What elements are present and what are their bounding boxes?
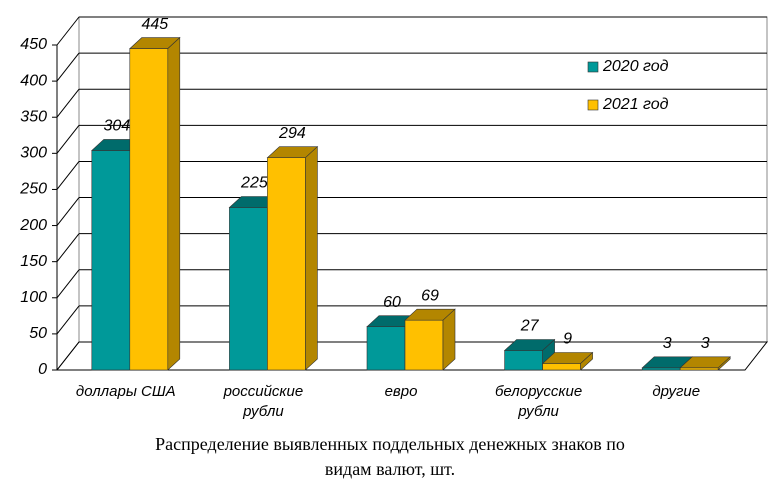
bar-side: [167, 36, 181, 371]
bar-front: [91, 150, 131, 371]
grid-line: [56, 305, 80, 335]
bar: [503, 338, 556, 371]
legend-label: 2020 год: [602, 58, 669, 75]
grid-line: [56, 16, 80, 46]
chart-title: Распределение выявленных поддельных дене…: [155, 434, 625, 479]
y-tick-label: 0: [38, 361, 47, 378]
bar-side: [717, 356, 731, 371]
value-label: 3: [663, 335, 672, 352]
grid-line: [56, 52, 80, 82]
x-tick-label: другие: [652, 383, 701, 400]
bar-front: [366, 326, 406, 371]
y-tick-label: 250: [19, 181, 47, 198]
y-tick-label: 300: [20, 145, 47, 162]
value-label: 9: [563, 331, 572, 348]
bar: [266, 145, 319, 371]
value-label: 3: [701, 335, 710, 352]
x-tick-label: евро: [384, 383, 418, 400]
bar: [541, 351, 594, 371]
bar: [129, 36, 181, 371]
y-tick-label: 200: [19, 217, 47, 234]
legend-label: 2021 год: [602, 96, 669, 113]
grid-line: [56, 161, 80, 190]
x-tick-label: белорусские рубли: [494, 383, 583, 420]
bar-side: [305, 145, 318, 371]
value-label: 304: [103, 118, 130, 135]
y-tick-label: 50: [29, 325, 47, 342]
y-tick-label: 350: [20, 108, 47, 125]
x-tick-label: доллары США: [75, 383, 176, 400]
bar-side: [580, 351, 593, 371]
y-tick-label: 400: [20, 72, 47, 89]
bar-front: [404, 319, 444, 371]
bar: [679, 356, 731, 371]
legend-swatch: [587, 61, 599, 73]
value-label: 225: [240, 175, 268, 192]
value-label: 69: [421, 287, 439, 304]
bar-front: [504, 350, 543, 371]
bar-front: [229, 207, 268, 371]
value-label: 294: [278, 125, 306, 142]
value-label: 445: [141, 16, 168, 33]
bar-side: [442, 308, 456, 371]
bar: [404, 308, 456, 371]
bar-front: [679, 367, 719, 371]
value-label: 60: [383, 294, 401, 311]
grid-line: [56, 233, 80, 262]
grid-line: [56, 341, 80, 371]
grid-line: [56, 269, 80, 299]
legend-swatch: [587, 99, 599, 111]
bar-front: [267, 157, 306, 371]
x-tick-label: российские рубли: [223, 383, 304, 420]
y-tick-label: 100: [20, 289, 47, 306]
bar-front: [129, 48, 169, 371]
chart: 0 50 100 150 200 250 300 350 400 450 304 445 225 294 6…: [19, 16, 769, 378]
grid-line: [56, 88, 80, 118]
y-tick-label: 450: [20, 36, 47, 53]
y-tick-label: 150: [20, 253, 47, 270]
bar-front: [542, 363, 581, 371]
grid-line: [56, 197, 80, 226]
grid-line: [56, 125, 80, 154]
bar-front: [641, 367, 681, 371]
value-label: 27: [520, 318, 540, 335]
